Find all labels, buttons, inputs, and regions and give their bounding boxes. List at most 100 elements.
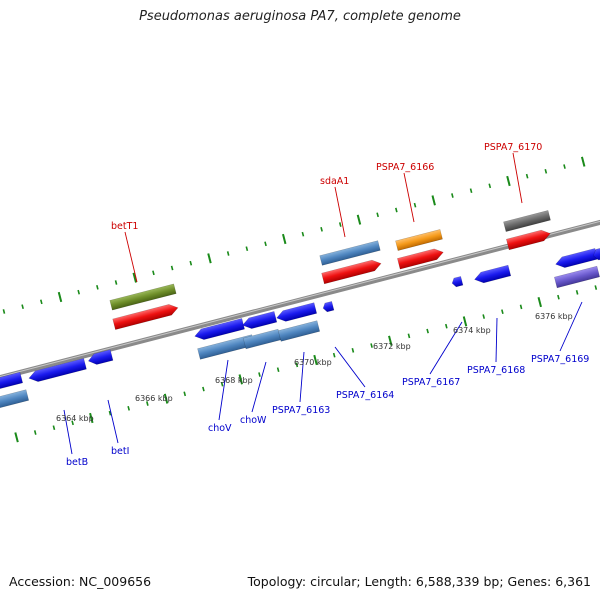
leader-betI bbox=[107, 399, 119, 444]
gene-PSPA7_6170-bar[interactable] bbox=[503, 210, 551, 232]
minor-tick bbox=[501, 309, 504, 315]
gene-PSPA7_6167[interactable] bbox=[451, 276, 464, 288]
gene-label-choV[interactable]: choV bbox=[208, 423, 232, 434]
minor-tick bbox=[575, 290, 579, 295]
minor-tick bbox=[519, 304, 523, 310]
minor-tick bbox=[183, 391, 187, 397]
genome-backbone bbox=[0, 219, 600, 381]
leader-PSPA7_6163 bbox=[299, 351, 305, 403]
minor-tick bbox=[525, 173, 529, 179]
minor-tick bbox=[220, 381, 224, 387]
minor-tick bbox=[301, 231, 305, 237]
leader-PSPA7_6170 bbox=[512, 152, 523, 204]
gene-PSPA7_6168[interactable] bbox=[473, 264, 512, 285]
minor-tick bbox=[264, 241, 267, 247]
major-tick bbox=[163, 393, 169, 404]
minor-tick bbox=[320, 227, 323, 232]
minor-tick bbox=[108, 410, 112, 416]
tick-label-6376: 6376 kbp bbox=[535, 312, 573, 321]
tick-label-6364: 6364 kbp bbox=[56, 414, 94, 423]
major-tick bbox=[14, 432, 19, 443]
minor-tick bbox=[170, 265, 174, 271]
gene-right-edge[interactable] bbox=[592, 246, 600, 261]
gene-left-edge[interactable] bbox=[0, 371, 23, 394]
gene-label-PSPA7_6163[interactable]: PSPA7_6163 bbox=[272, 405, 330, 416]
minor-tick bbox=[226, 251, 230, 256]
gene-label-PSPA7_6164[interactable]: PSPA7_6164 bbox=[336, 390, 394, 401]
major-tick bbox=[238, 374, 244, 385]
minor-tick bbox=[395, 207, 398, 213]
tick-label-6372: 6372 kbp bbox=[373, 342, 411, 351]
major-tick bbox=[431, 195, 436, 206]
minor-tick bbox=[114, 280, 118, 285]
gene-label-PSPA7_6169[interactable]: PSPA7_6169 bbox=[531, 354, 589, 365]
gene-label-PSPA7_6167[interactable]: PSPA7_6167 bbox=[402, 377, 460, 388]
gene-PSPA7_6163-bar[interactable] bbox=[277, 320, 321, 342]
leader-PSPA7_6169 bbox=[559, 301, 583, 352]
gene-label-PSPA7_6170[interactable]: PSPA7_6170 bbox=[484, 142, 542, 153]
gene-betT1-arrow[interactable] bbox=[112, 302, 180, 330]
leader-choW bbox=[251, 361, 267, 413]
gene-PSPA7_6164[interactable] bbox=[322, 301, 335, 313]
minor-tick bbox=[482, 314, 486, 319]
gene-label-PSPA7_6168[interactable]: PSPA7_6168 bbox=[467, 365, 525, 376]
label-leader-lines bbox=[63, 152, 583, 455]
minor-tick bbox=[426, 328, 429, 334]
minor-tick bbox=[469, 188, 473, 194]
tick-row-lower bbox=[14, 285, 598, 443]
gene-betT1-bar[interactable] bbox=[109, 283, 177, 311]
minor-tick bbox=[77, 289, 81, 295]
major-tick bbox=[89, 412, 94, 424]
gene-betI[interactable] bbox=[87, 349, 114, 367]
minor-tick bbox=[557, 294, 560, 300]
gene-PSPA7_6170-arrow[interactable] bbox=[506, 228, 551, 251]
leader-PSPA7_6164 bbox=[334, 346, 366, 388]
gene-label-betI[interactable]: betI bbox=[111, 446, 129, 457]
gene-sdaA1-bar[interactable] bbox=[319, 240, 381, 266]
leader-betB bbox=[63, 409, 73, 455]
gene-PSPA7_6169-bar[interactable] bbox=[554, 265, 600, 289]
gene-PSPA7_6166-arrow[interactable] bbox=[397, 247, 444, 270]
minor-tick bbox=[413, 202, 417, 208]
genome-title: Pseudomonas aeruginosa PA7, complete gen… bbox=[139, 9, 461, 24]
tick-label-6374: 6374 kbp bbox=[453, 326, 491, 335]
minor-tick bbox=[332, 352, 336, 358]
gene-label-choW[interactable]: choW bbox=[240, 415, 267, 426]
gene-label-sdaA1[interactable]: sdaA1 bbox=[320, 176, 349, 187]
minor-tick bbox=[544, 169, 548, 174]
major-tick bbox=[57, 291, 63, 303]
minor-tick bbox=[2, 309, 6, 314]
minor-tick bbox=[39, 299, 43, 305]
gene-PSPA7_6166-bar[interactable] bbox=[395, 229, 443, 251]
minor-tick bbox=[407, 333, 411, 339]
major-tick bbox=[282, 233, 287, 245]
gene-choW-arrow[interactable] bbox=[241, 311, 278, 330]
tick-label-6370: 6370 kbp bbox=[294, 358, 332, 367]
minor-tick bbox=[152, 270, 155, 276]
minor-tick bbox=[52, 425, 56, 431]
leader-betT1 bbox=[124, 231, 138, 283]
gene-choV-arrow[interactable] bbox=[193, 318, 245, 341]
gene-PSPA7_6163-arrow[interactable] bbox=[275, 302, 318, 324]
gene-left-bar[interactable] bbox=[0, 389, 30, 411]
minor-tick bbox=[563, 164, 566, 169]
backbone-line bbox=[0, 219, 600, 381]
minor-tick bbox=[376, 212, 379, 218]
major-tick bbox=[580, 156, 586, 167]
gene-label-betT1[interactable]: betT1 bbox=[111, 221, 138, 232]
gene-label-betB[interactable]: betB bbox=[66, 457, 88, 468]
accession-text: Accession: NC_009656 bbox=[9, 574, 152, 589]
major-tick bbox=[388, 335, 393, 346]
gene-choW-bar[interactable] bbox=[242, 328, 282, 350]
major-tick bbox=[537, 296, 542, 308]
minor-tick bbox=[488, 183, 492, 189]
minor-tick bbox=[245, 246, 249, 252]
gene-betB[interactable] bbox=[28, 358, 87, 383]
minor-tick bbox=[594, 285, 598, 290]
gene-PSPA7_6169-arrow[interactable] bbox=[554, 248, 599, 269]
tick-mark-layer bbox=[2, 156, 598, 443]
gene-sdaA1-arrow[interactable] bbox=[321, 258, 383, 285]
gene-label-PSPA7_6166[interactable]: PSPA7_6166 bbox=[376, 162, 434, 173]
